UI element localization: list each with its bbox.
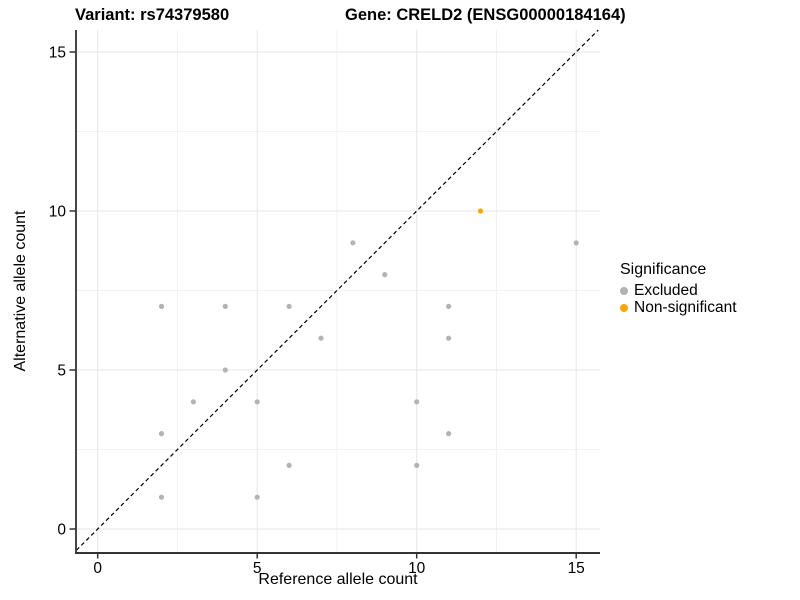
major-gridlines: [76, 30, 600, 553]
point-excluded: [254, 494, 260, 500]
point-excluded: [446, 431, 452, 437]
y-tick-label: 0: [57, 522, 66, 539]
legend-item-excluded: Excluded: [620, 282, 737, 299]
legend-item-non-significant: Non-significant: [620, 299, 737, 316]
point-excluded: [446, 335, 452, 341]
legend-item-label: Non-significant: [634, 299, 737, 316]
y-tick-label: 5: [57, 363, 66, 380]
legend-item-label: Excluded: [634, 282, 698, 299]
point-excluded: [190, 399, 196, 405]
point-non-significant: [477, 208, 484, 214]
minor-gridlines: [76, 30, 600, 553]
legend: Significance Excluded Non-significant: [610, 261, 737, 316]
point-excluded: [222, 367, 228, 373]
point-excluded: [222, 303, 228, 309]
point-excluded: [158, 431, 165, 437]
x-tick-label: 5: [253, 560, 262, 577]
point-excluded: [382, 272, 388, 278]
dashed-identity-line: [75, 29, 599, 551]
point-excluded: [414, 399, 420, 405]
y-axis-title: Alternative allele count: [12, 210, 29, 372]
axis-ticks: [69, 51, 577, 559]
point-excluded: [286, 303, 292, 309]
point-excluded: [254, 399, 260, 405]
x-tick-label: 10: [408, 560, 426, 577]
point-excluded: [446, 303, 452, 309]
point-excluded: [158, 494, 165, 500]
legend-title: Significance: [620, 261, 707, 278]
plot-title-gene: Gene: CRELD2 (ENSG00000184164): [345, 6, 626, 24]
x-tick-label: 0: [93, 560, 102, 577]
axis-tick-labels: 0 5 10 15 0 5 10 15: [49, 45, 585, 578]
y-tick-label: 10: [49, 204, 67, 221]
point-excluded: [414, 462, 420, 468]
axis-lines: [75, 30, 600, 554]
point-excluded: [158, 303, 165, 309]
identity-dashed-line: [75, 29, 599, 551]
point-excluded: [573, 240, 579, 246]
x-tick-label: 15: [568, 560, 585, 577]
point-excluded: [318, 335, 324, 341]
point-excluded: [350, 240, 356, 246]
point-excluded: [286, 462, 292, 468]
excluded-dot-icon: [620, 286, 628, 295]
x-axis-title: Reference allele count: [258, 571, 418, 588]
y-tick-label: 15: [49, 45, 66, 62]
data-points: [158, 208, 579, 500]
plot-title-variant: Variant: rs74379580: [75, 6, 230, 24]
non-significant-dot-icon: [620, 303, 628, 312]
